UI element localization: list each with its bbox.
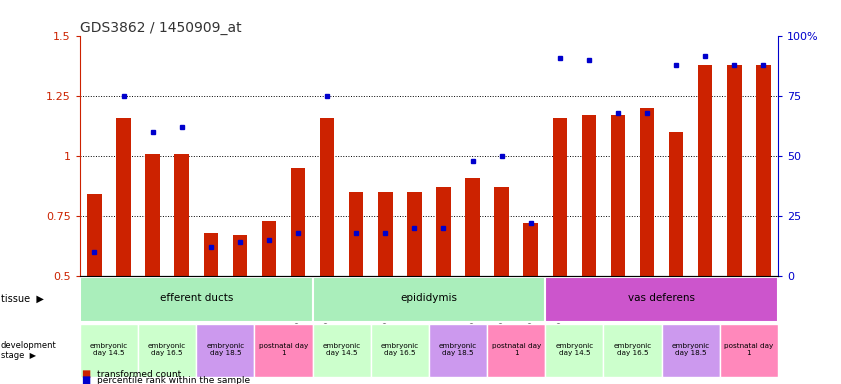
Bar (378, 192, 393, 276)
Bar (662, 324, 720, 377)
Text: postnatal day
1: postnatal day 1 (259, 343, 308, 356)
Bar (545, 324, 603, 377)
Bar (523, 223, 538, 276)
Bar (80, 324, 138, 377)
Text: percentile rank within the sample: percentile rank within the sample (97, 376, 250, 384)
Text: efferent ducts: efferent ducts (160, 293, 233, 303)
Bar (116, 118, 131, 276)
Bar (582, 116, 596, 276)
Text: postnatal day
1: postnatal day 1 (724, 343, 774, 356)
Bar (349, 192, 363, 276)
Bar (603, 324, 662, 377)
Text: GDS3862 / 1450909_at: GDS3862 / 1450909_at (80, 22, 241, 35)
Bar (204, 233, 218, 276)
Bar (254, 324, 313, 377)
Bar (407, 192, 421, 276)
Bar (233, 235, 247, 276)
Bar (145, 154, 160, 276)
Text: embryonic
day 16.5: embryonic day 16.5 (381, 343, 419, 356)
Bar (545, 276, 778, 322)
Bar (727, 65, 742, 276)
Text: vas deferens: vas deferens (628, 293, 696, 303)
Text: embryonic
day 18.5: embryonic day 18.5 (206, 343, 245, 356)
Bar (80, 276, 313, 322)
Bar (291, 168, 305, 276)
Text: ■: ■ (82, 375, 91, 384)
Bar (487, 324, 545, 377)
Text: embryonic
day 16.5: embryonic day 16.5 (148, 343, 186, 356)
Bar (611, 116, 625, 276)
Bar (553, 118, 567, 276)
Text: epididymis: epididymis (400, 293, 458, 303)
Bar (138, 324, 196, 377)
Bar (313, 324, 371, 377)
Text: embryonic
day 14.5: embryonic day 14.5 (90, 343, 128, 356)
Text: embryonic
day 18.5: embryonic day 18.5 (672, 343, 710, 356)
Text: embryonic
day 16.5: embryonic day 16.5 (613, 343, 652, 356)
Text: postnatal day
1: postnatal day 1 (491, 343, 541, 356)
Bar (320, 118, 335, 276)
Bar (640, 108, 654, 276)
Bar (756, 65, 770, 276)
Bar (262, 221, 276, 276)
Bar (465, 178, 480, 276)
Text: embryonic
day 18.5: embryonic day 18.5 (439, 343, 477, 356)
Bar (720, 324, 778, 377)
Text: embryonic
day 14.5: embryonic day 14.5 (555, 343, 594, 356)
Bar (87, 194, 102, 276)
Bar (174, 154, 189, 276)
Text: development
stage  ▶: development stage ▶ (1, 341, 56, 360)
Text: ■: ■ (82, 369, 91, 379)
Bar (313, 276, 545, 322)
Text: transformed count: transformed count (97, 371, 181, 379)
Bar (429, 324, 487, 377)
Bar (495, 187, 509, 276)
Bar (371, 324, 429, 377)
Bar (669, 132, 684, 276)
Bar (196, 324, 254, 377)
Text: embryonic
day 14.5: embryonic day 14.5 (323, 343, 361, 356)
Bar (436, 187, 451, 276)
Text: tissue  ▶: tissue ▶ (1, 294, 44, 304)
Bar (698, 65, 712, 276)
